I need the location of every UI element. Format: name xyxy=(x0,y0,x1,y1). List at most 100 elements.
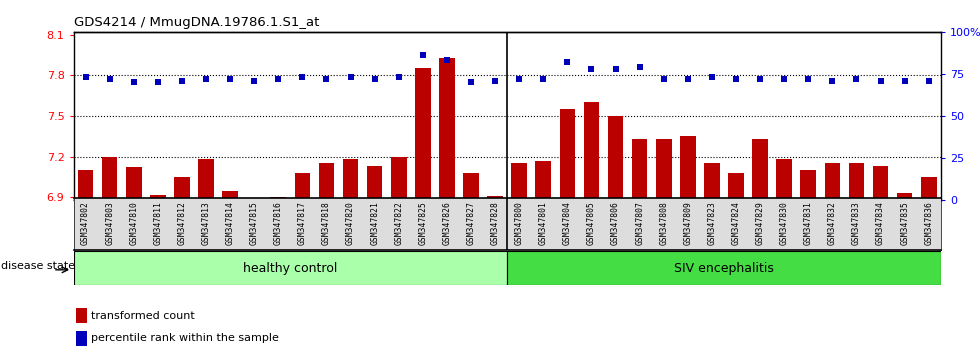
Bar xyxy=(656,139,671,354)
Text: GSM347805: GSM347805 xyxy=(587,201,596,245)
Point xyxy=(150,80,166,85)
Bar xyxy=(487,196,503,354)
Text: GSM347832: GSM347832 xyxy=(828,201,837,245)
Point xyxy=(102,76,118,82)
Bar xyxy=(439,58,455,354)
Text: SIV encephalitis: SIV encephalitis xyxy=(674,262,774,275)
Bar xyxy=(174,177,190,354)
Point xyxy=(680,76,696,82)
Text: transformed count: transformed count xyxy=(90,311,194,321)
Text: GSM347828: GSM347828 xyxy=(491,201,500,245)
Bar xyxy=(512,164,527,354)
Point xyxy=(487,78,503,84)
Text: GSM347801: GSM347801 xyxy=(539,201,548,245)
Point xyxy=(439,58,455,63)
Text: GSM347817: GSM347817 xyxy=(298,201,307,245)
Bar xyxy=(222,190,238,354)
Point xyxy=(560,59,575,65)
Text: GSM347810: GSM347810 xyxy=(129,201,138,245)
Bar xyxy=(535,161,551,354)
Text: GSM347821: GSM347821 xyxy=(370,201,379,245)
Bar xyxy=(76,308,86,323)
Point xyxy=(704,74,719,80)
Point xyxy=(270,76,286,82)
Text: disease state: disease state xyxy=(1,262,75,272)
Point xyxy=(897,78,912,84)
Text: GSM347818: GSM347818 xyxy=(322,201,331,245)
Point xyxy=(753,76,768,82)
Bar xyxy=(102,156,118,354)
Text: GSM347830: GSM347830 xyxy=(780,201,789,245)
Point xyxy=(608,66,623,72)
Bar xyxy=(295,173,311,354)
Text: GSM347827: GSM347827 xyxy=(466,201,475,245)
Text: GDS4214 / MmugDNA.19786.1.S1_at: GDS4214 / MmugDNA.19786.1.S1_at xyxy=(74,16,318,29)
Point xyxy=(318,76,334,82)
Bar xyxy=(391,156,407,354)
Bar xyxy=(873,166,889,354)
Text: GSM347822: GSM347822 xyxy=(394,201,403,245)
Point xyxy=(464,80,479,85)
Text: GSM347802: GSM347802 xyxy=(81,201,90,245)
Point xyxy=(849,76,864,82)
Bar xyxy=(680,136,696,354)
Bar xyxy=(318,164,334,354)
Bar xyxy=(584,102,600,354)
Bar xyxy=(125,167,141,354)
Text: GSM347836: GSM347836 xyxy=(924,201,933,245)
Bar xyxy=(632,139,648,354)
Bar xyxy=(415,68,430,354)
Point xyxy=(801,76,816,82)
Text: GSM347813: GSM347813 xyxy=(202,201,211,245)
Text: GSM347831: GSM347831 xyxy=(804,201,812,245)
Bar xyxy=(77,170,93,354)
Bar xyxy=(560,109,575,354)
Text: GSM347803: GSM347803 xyxy=(105,201,114,245)
Bar xyxy=(246,200,262,354)
Bar xyxy=(150,195,166,354)
Text: GSM347825: GSM347825 xyxy=(418,201,427,245)
Bar xyxy=(776,159,792,354)
Text: GSM347814: GSM347814 xyxy=(225,201,234,245)
Point xyxy=(198,76,214,82)
Text: GSM347800: GSM347800 xyxy=(514,201,523,245)
Bar xyxy=(74,251,508,285)
Bar xyxy=(921,177,937,354)
Text: GSM347816: GSM347816 xyxy=(273,201,283,245)
Bar xyxy=(198,159,214,354)
Text: GSM347815: GSM347815 xyxy=(250,201,259,245)
Text: GSM347829: GSM347829 xyxy=(756,201,764,245)
Text: GSM347820: GSM347820 xyxy=(346,201,355,245)
Point xyxy=(921,78,937,84)
Point xyxy=(391,74,407,80)
Text: GSM347808: GSM347808 xyxy=(660,201,668,245)
Text: GSM347812: GSM347812 xyxy=(177,201,186,245)
Text: GSM347826: GSM347826 xyxy=(442,201,452,245)
Bar xyxy=(728,173,744,354)
Point xyxy=(343,74,359,80)
Point xyxy=(125,80,141,85)
Point xyxy=(415,53,430,58)
Text: GSM347809: GSM347809 xyxy=(683,201,692,245)
Point xyxy=(367,76,382,82)
Text: GSM347811: GSM347811 xyxy=(153,201,163,245)
Point xyxy=(174,78,190,84)
Point xyxy=(632,64,648,70)
Text: GSM347824: GSM347824 xyxy=(731,201,741,245)
Bar xyxy=(367,166,382,354)
Text: GSM347833: GSM347833 xyxy=(852,201,861,245)
Point xyxy=(535,76,551,82)
Point xyxy=(776,76,792,82)
Point xyxy=(77,74,93,80)
Point xyxy=(295,74,311,80)
Bar xyxy=(753,139,768,354)
Point xyxy=(222,76,238,82)
Bar xyxy=(76,331,86,346)
Text: GSM347806: GSM347806 xyxy=(612,201,620,245)
Bar xyxy=(508,251,941,285)
Point xyxy=(728,76,744,82)
Point xyxy=(246,78,262,84)
Bar xyxy=(849,164,864,354)
Text: GSM347834: GSM347834 xyxy=(876,201,885,245)
Bar xyxy=(801,170,816,354)
